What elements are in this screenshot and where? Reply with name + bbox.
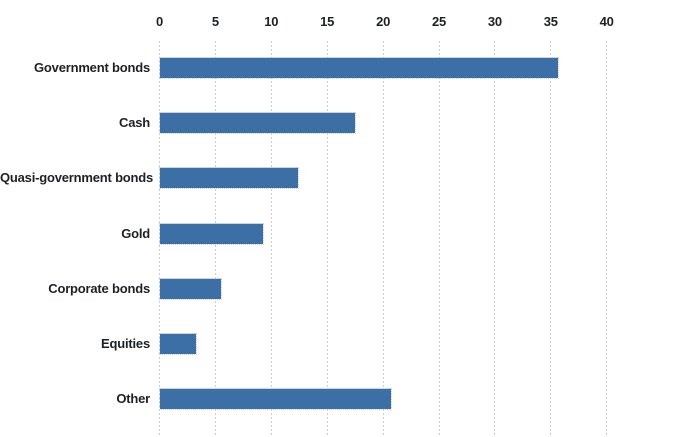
x-axis-tick-label-30: 30: [487, 14, 502, 29]
x-axis-tick-label-40: 40: [599, 14, 614, 29]
gridline-10: [270, 41, 272, 437]
x-axis-tick-label-10: 10: [264, 14, 279, 29]
gridline-40: [606, 41, 608, 437]
category-label-other: Other: [116, 391, 150, 407]
x-axis-tick-label-25: 25: [431, 14, 447, 29]
category-label-corporate-bonds: Corporate bonds: [48, 280, 150, 296]
x-axis-tick-label-5: 5: [211, 14, 219, 29]
x-axis-tick-label-15: 15: [320, 14, 335, 29]
x-axis-tick-label-20: 20: [376, 14, 391, 29]
category-label-equities: Equities: [101, 336, 150, 352]
category-label-government-bonds: Government bonds: [34, 59, 150, 75]
category-label-cash: Cash: [119, 115, 150, 131]
category-label-gold: Gold: [121, 225, 150, 241]
category-label-quasi-government-bonds: Quasi-government bonds: [0, 170, 154, 186]
bar-other: [158, 388, 393, 411]
gridline-20: [382, 41, 384, 437]
bar-quasi-government-bonds: [159, 167, 299, 190]
gridline-25: [438, 41, 440, 437]
gridline-30: [494, 41, 496, 437]
gridline-0: [159, 41, 160, 437]
gridline-35: [550, 41, 552, 437]
x-axis-tick-label-0: 0: [155, 14, 164, 29]
gridline-15: [326, 41, 328, 437]
bar-cash: [159, 112, 356, 135]
x-axis-tick-label-35: 35: [543, 14, 558, 29]
bar-corporate-bonds: [158, 277, 223, 300]
bar-equities: [159, 333, 197, 356]
bar-government-bonds: [159, 56, 559, 79]
bar-gold: [159, 222, 264, 245]
